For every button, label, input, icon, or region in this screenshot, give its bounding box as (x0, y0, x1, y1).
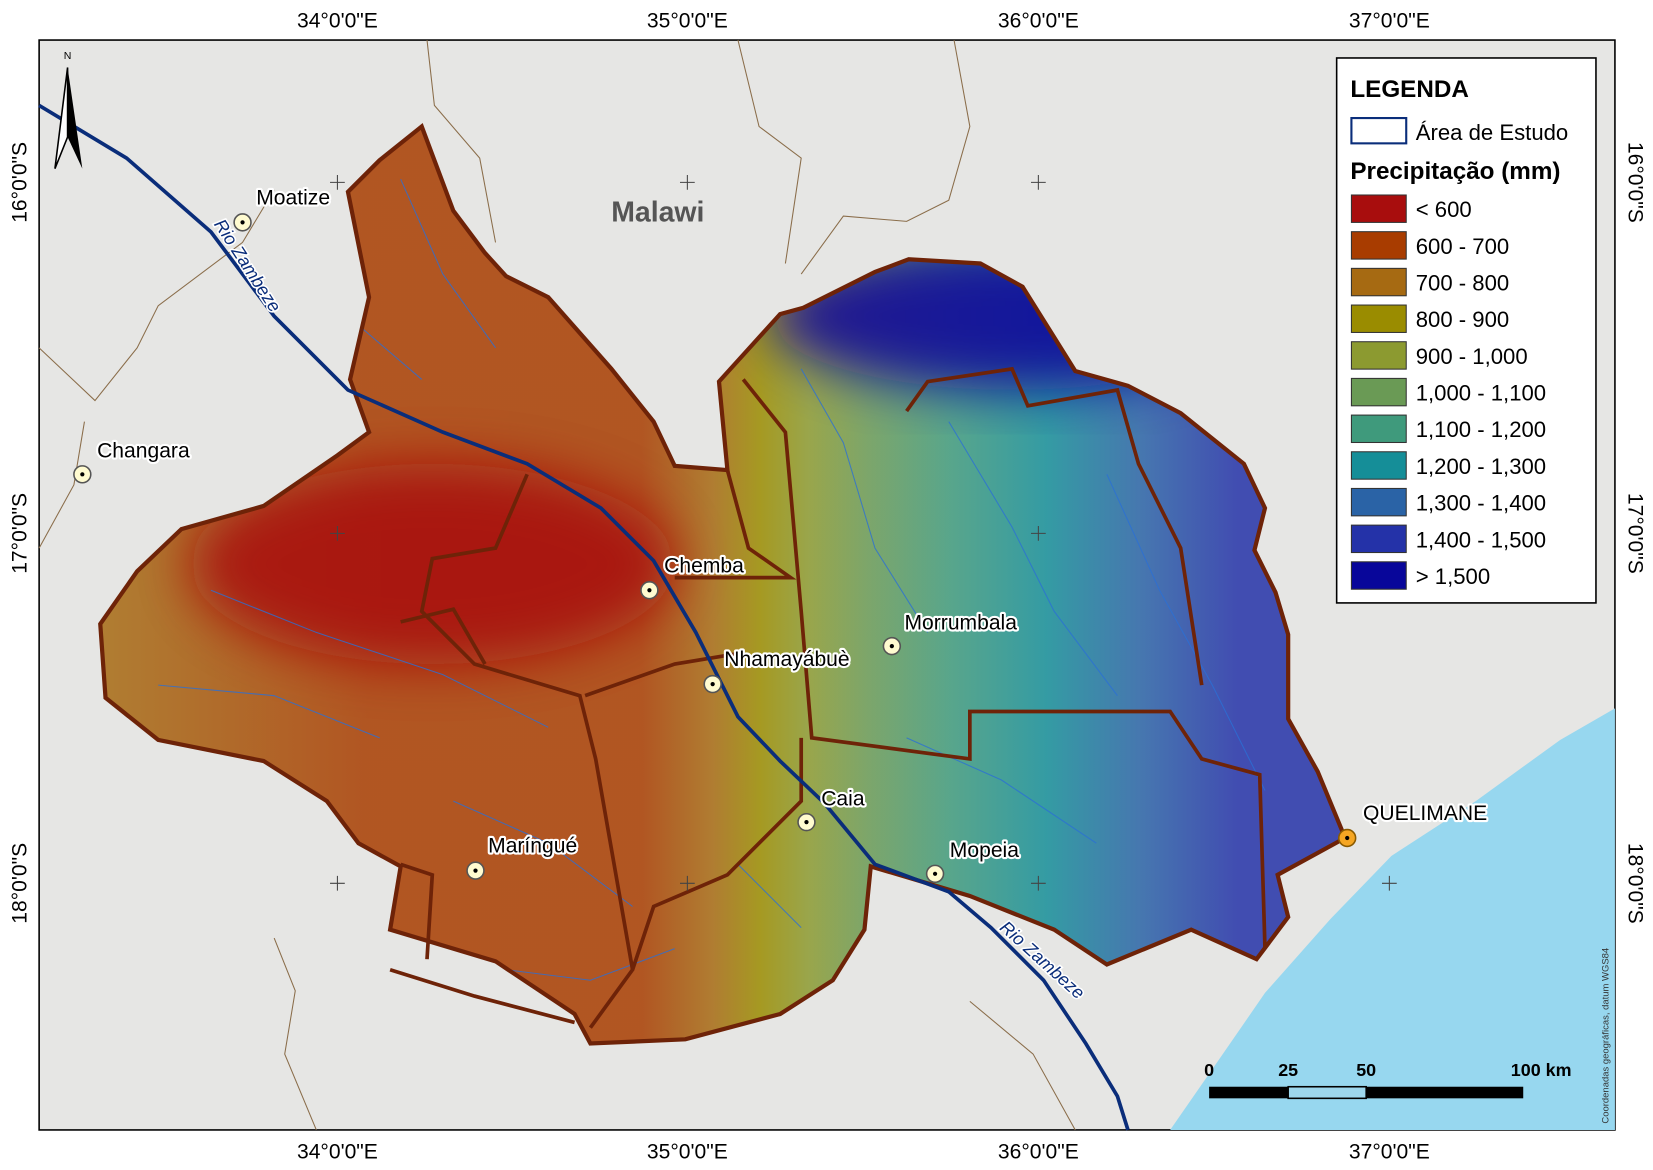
north-arrow: N (54, 50, 83, 169)
legend-label: 800 - 900 (1416, 307, 1510, 332)
lon-label: 36°0'0"E (998, 1140, 1079, 1163)
north-label: N (64, 50, 72, 62)
town-label: Caia (821, 787, 865, 810)
river (38, 103, 1130, 1131)
lon-label: 35°0'0"E (647, 1140, 728, 1163)
lon-label: 37°0'0"E (1349, 1140, 1430, 1163)
scale-label: 100 km (1511, 1060, 1572, 1080)
district-boundary (389, 366, 1267, 1029)
legend-label: 1,300 - 1,400 (1416, 491, 1546, 516)
town-marker-dot (804, 820, 809, 825)
lon-label: 34°0'0"E (297, 1140, 378, 1163)
scale-segment (1366, 1086, 1524, 1099)
scale-label: 50 (1356, 1060, 1376, 1080)
town-label: Maríngué (488, 835, 577, 858)
lat-label: 17°0'0"S (8, 493, 31, 574)
lat-label: 16°0'0"S (8, 142, 31, 223)
scale-segment (1287, 1085, 1367, 1100)
town-label: Chemba (664, 554, 744, 577)
scale-bar: 0 25 50 100 km (1204, 1060, 1572, 1100)
legend-label: 600 - 700 (1416, 234, 1510, 259)
lon-label: 36°0'0"E (998, 9, 1079, 32)
town-marker-dot (473, 868, 478, 873)
lat-label: 18°0'0"S (8, 843, 31, 924)
legend-label: 1,200 - 1,300 (1416, 454, 1546, 479)
legend-swatch (1350, 561, 1407, 590)
legend-swatch (1350, 304, 1407, 333)
town-marker-dot (80, 472, 85, 477)
border (38, 39, 1076, 1131)
town-marker-dot (1345, 835, 1350, 841)
study-area-swatch (1350, 116, 1408, 145)
town-marker-dot (240, 220, 245, 225)
lon-label: 35°0'0"E (647, 9, 728, 32)
scale-segment (1209, 1086, 1289, 1099)
town-label: Nhamayábuè (724, 648, 849, 671)
legend-swatch (1350, 267, 1407, 297)
lat-label: 18°0'0"S (1624, 843, 1647, 924)
legend-label: 700 - 800 (1416, 270, 1510, 295)
legend-title: LEGENDA (1350, 76, 1469, 103)
town-marker-dot (710, 681, 715, 687)
legend-label: 900 - 1,000 (1416, 344, 1528, 369)
legend-label: < 600 (1416, 197, 1472, 222)
graticule (330, 174, 1397, 891)
legend: LEGENDA Área de Estudo Precipitação (mm)… (1335, 57, 1597, 604)
legend-swatch (1350, 487, 1407, 517)
lon-label: 34°0'0"E (297, 9, 378, 32)
town-label: Morrumbala (905, 611, 1018, 634)
legend-label: Área de Estudo (1416, 120, 1569, 145)
country-label: Malawi (611, 196, 704, 228)
town-marker-dot (932, 871, 938, 876)
legend-label: 1,000 - 1,100 (1416, 381, 1546, 406)
lat-label: 17°0'0"S (1624, 493, 1647, 574)
ocean (1170, 708, 1615, 1130)
coordinate-labels: 34°0'0"E 35°0'0"E 36°0'0"E 37°0'0"E 34°0'0"E… (8, 9, 1646, 1163)
legend-swatch (1350, 377, 1407, 407)
legend-label: > 1,500 (1416, 564, 1490, 589)
town-label: Mopeia (950, 839, 1019, 862)
north-arrow-left (54, 67, 69, 169)
legend-swatch (1350, 231, 1407, 260)
lon-label: 37°0'0"E (1349, 9, 1430, 32)
scale-label: 25 (1278, 1060, 1298, 1080)
legend-swatch (1350, 341, 1407, 370)
legend-swatch (1350, 194, 1407, 223)
credit: Coordenadas geográficas, datum WGS84 (1601, 948, 1612, 1124)
scale-label: 0 (1204, 1060, 1214, 1080)
legend-label: 1,100 - 1,200 (1416, 417, 1546, 442)
tributary (158, 178, 1266, 981)
lat-label: 16°0'0"S (1624, 142, 1647, 223)
town-label: QUELIMANE (1363, 802, 1487, 825)
legend-label: 1,400 - 1,500 (1416, 527, 1546, 552)
legend-swatch (1350, 414, 1407, 444)
towns: Moatize Changara Chemba Nhamayábuè Morrumbal… (73, 184, 1489, 884)
town-marker-dot (647, 588, 652, 593)
legend-swatch (1350, 524, 1407, 554)
town-label: Moatize (256, 186, 330, 209)
legend-swatch (1350, 451, 1407, 480)
town-label: Changara (97, 439, 190, 462)
north-arrow-right (67, 67, 83, 169)
town-marker-dot (889, 644, 894, 649)
legend-subtitle: Precipitação (mm) (1350, 158, 1560, 185)
